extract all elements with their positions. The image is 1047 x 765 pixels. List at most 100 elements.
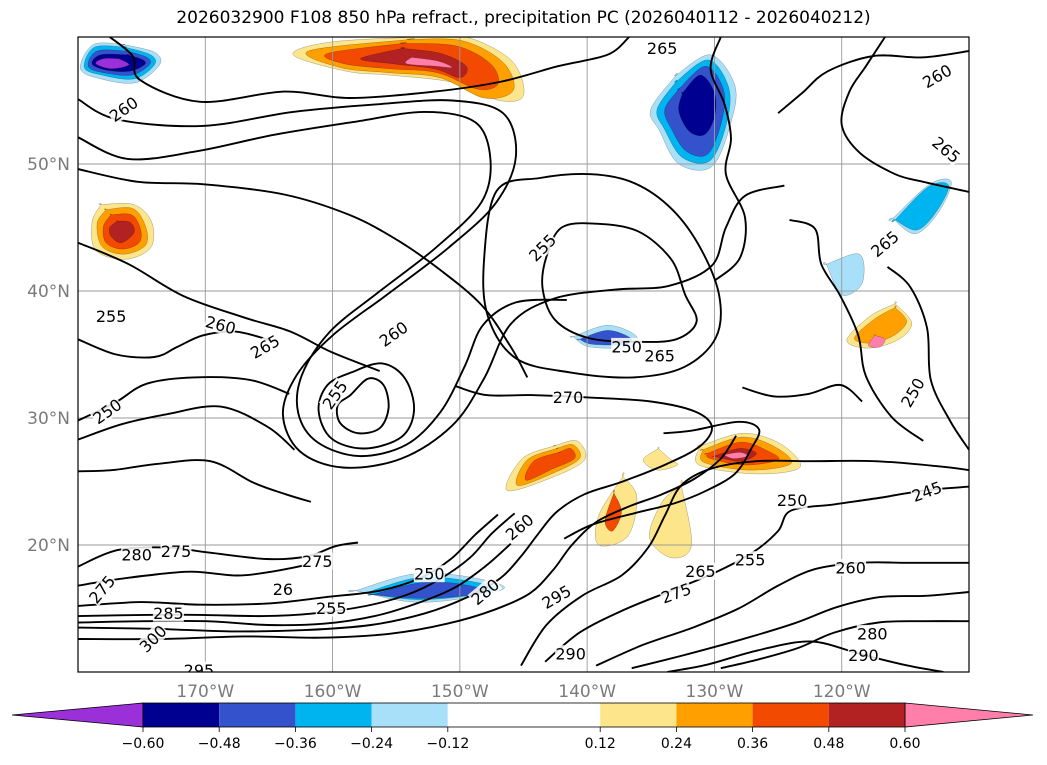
colorbar-tick-label-1: −0.48: [198, 736, 241, 752]
lat-tick-label-3: 50°N: [27, 155, 70, 175]
precip-region-2-3: [524, 448, 576, 481]
colorbar-tick-label-0: −0.60: [122, 736, 165, 752]
contour-label-6: 255: [95, 307, 127, 326]
lon-tick-label-1: 160°W: [304, 682, 362, 702]
lat-lon-grid: [78, 37, 969, 672]
colorbar-outline: [142, 702, 906, 728]
contour-label-34: 290: [847, 646, 879, 665]
contour-line-29: [777, 50, 969, 114]
contour-line-1: [78, 98, 785, 469]
contour-label-19: 280: [121, 546, 153, 565]
colorbar-tick-label-9: 0.60: [889, 736, 920, 752]
contour-line-21: [631, 591, 969, 670]
svg-text:260: 260: [835, 558, 866, 577]
lon-tick-label-0: 170°W: [176, 682, 234, 702]
contour-label-23: 260: [835, 558, 867, 577]
colorbar-box-2: [219, 703, 296, 727]
contour-line-0: [109, 37, 630, 103]
contour-label-37: 295: [183, 661, 215, 680]
contour-label-11: 265: [644, 346, 676, 365]
svg-text:275: 275: [161, 542, 192, 561]
contour-line-24: [563, 420, 761, 540]
contour-label-16: 250: [776, 491, 808, 510]
svg-text:280: 280: [121, 546, 152, 565]
contour-line-9: [78, 405, 296, 451]
svg-text:255: 255: [96, 307, 127, 326]
colorbar-tick-label-2: −0.36: [274, 736, 317, 752]
contour-label-24: 265: [684, 562, 716, 581]
precip-region-3-1: [109, 220, 135, 243]
colorbar-tick-label-8: 0.48: [813, 736, 844, 752]
contour-line-16: [78, 385, 713, 633]
contour-label-20: 275: [160, 542, 192, 561]
contour-label-1: 265: [646, 39, 678, 58]
svg-text:285: 285: [153, 604, 184, 623]
contour-line-10: [78, 459, 312, 503]
precip-region-8-0: [678, 74, 717, 136]
contour-label-33: 280: [856, 624, 888, 643]
precip-region-4-2: [868, 334, 886, 348]
contour-label-14: 270: [552, 388, 584, 407]
contour-line-18: [520, 459, 969, 667]
svg-text:275: 275: [302, 552, 333, 571]
precip-region-5-4: [823, 253, 865, 296]
axis-tick-labels: 170°W 160°W 150°W 140°W 130°W 120°W 20°N 30°N 40…: [27, 155, 871, 702]
svg-text:250: 250: [611, 337, 642, 356]
colorbar-tick-label-7: 0.36: [737, 736, 768, 752]
svg-text:280: 280: [857, 624, 888, 643]
svg-text:265: 265: [685, 562, 716, 581]
precip-region-9-0: [95, 57, 130, 70]
colorbar-box-5: [447, 703, 601, 727]
lat-tick-label-2: 40°N: [27, 282, 70, 302]
lat-tick-label-1: 30°N: [27, 409, 70, 429]
lat-tick-label-0: 20°N: [27, 536, 70, 556]
svg-text:265: 265: [647, 39, 678, 58]
colorbar-box-1: [143, 703, 220, 727]
colorbar-box-4: [371, 703, 448, 727]
contour-line-28: [840, 37, 969, 193]
contour-line-27: [709, 37, 747, 282]
svg-text:250: 250: [777, 491, 808, 510]
precip-region-4-0: [405, 56, 453, 68]
colorbar-box-8: [752, 703, 829, 727]
refractivity-contours: [78, 37, 969, 672]
contour-label-32: 255: [315, 599, 347, 618]
contour-line-5: [78, 168, 529, 378]
contour-line-6: [78, 241, 381, 372]
contour-line-13: [78, 513, 499, 607]
colorbar-tick-label-3: −0.24: [350, 736, 393, 752]
colorbar-box-3: [295, 703, 372, 727]
contour-line-20: [595, 561, 969, 667]
lon-tick-label-2: 150°W: [431, 682, 489, 702]
svg-text:270: 270: [553, 388, 584, 407]
colorbar-tick-label-5: 0.12: [585, 736, 616, 752]
svg-text:295: 295: [184, 661, 215, 680]
svg-text:290: 290: [848, 646, 879, 665]
colorbar-box-9: [828, 703, 905, 727]
lon-tick-label-5: 120°W: [813, 682, 871, 702]
chart-title: 2026032900 F108 850 hPa refract., precip…: [176, 8, 871, 28]
contour-line-4: [317, 362, 415, 450]
precip-region-2-0: [324, 42, 499, 90]
contour-line-2: [78, 110, 567, 458]
contour-label-27: 26: [271, 580, 294, 599]
svg-text:265: 265: [644, 346, 675, 365]
svg-text:255: 255: [735, 551, 766, 570]
colorbar-box-7: [676, 703, 753, 727]
map-background: [78, 37, 969, 672]
contour-label-31: 285: [152, 604, 184, 623]
colorbar-box-6: [600, 703, 677, 727]
contour-label-10: 250: [611, 337, 643, 356]
contour-line-26: [482, 173, 722, 379]
precip-region-4-1: [721, 452, 748, 459]
colorbar-tick-label-6: 0.24: [661, 736, 692, 752]
contour-line-30: [886, 266, 969, 451]
contour-label-22: 255: [734, 551, 766, 570]
precipitation-fills: [80, 37, 952, 603]
contour-line-23: [667, 640, 944, 672]
contour-line-25: [541, 222, 698, 343]
contour-label-35: 290: [555, 645, 587, 664]
svg-text:250: 250: [414, 565, 445, 584]
contour-line-19: [544, 485, 969, 663]
